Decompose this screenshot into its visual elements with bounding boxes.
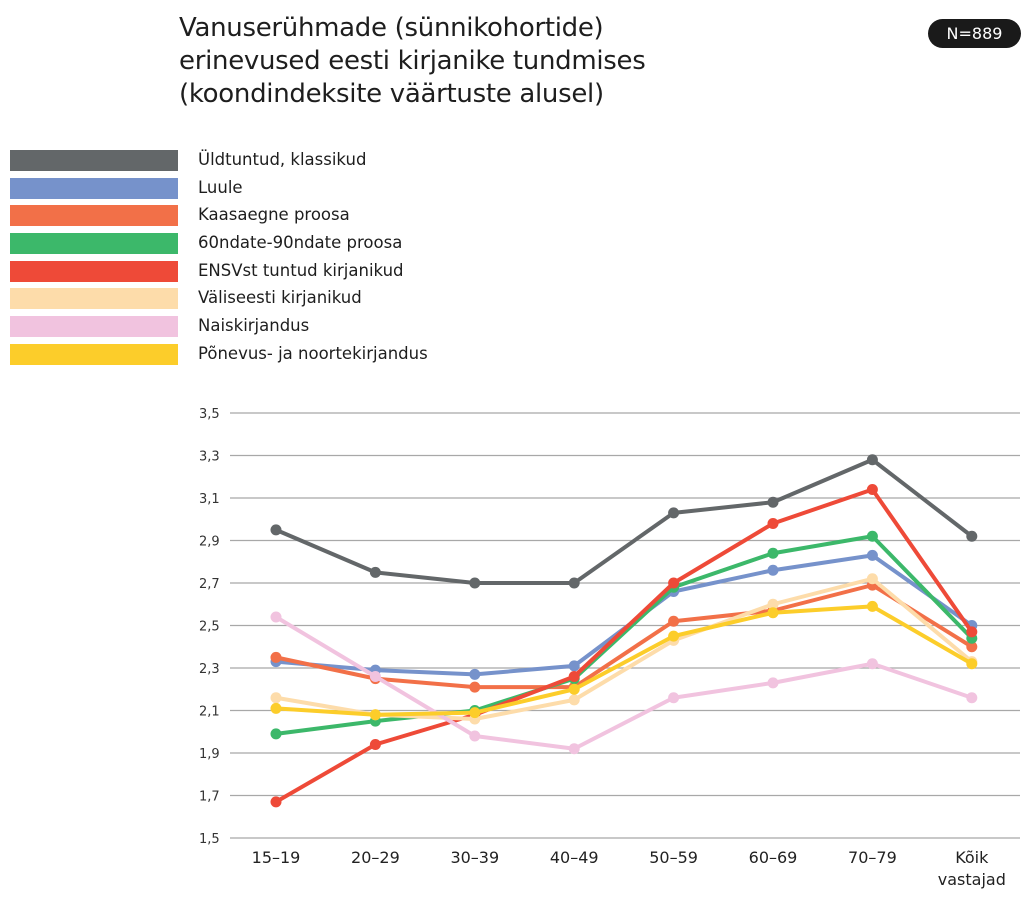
data-point	[866, 530, 878, 542]
data-point	[270, 702, 282, 714]
data-point	[270, 524, 282, 536]
legend-label: Kaasaegne proosa	[198, 205, 350, 225]
data-point	[369, 709, 381, 721]
series-line	[275, 534, 974, 736]
data-point	[568, 743, 580, 755]
y-tick-label: 2,3	[199, 662, 220, 677]
x-tick-label: 15–19	[252, 848, 301, 867]
x-tick-label: Kõik	[955, 848, 989, 867]
y-tick-label: 3,1	[199, 492, 220, 507]
data-point	[966, 658, 978, 670]
data-point	[270, 728, 282, 740]
data-point	[866, 600, 878, 612]
data-point	[866, 549, 878, 561]
legend-label: Väliseesti kirjanikud	[198, 288, 362, 308]
data-point	[767, 496, 779, 508]
data-point	[767, 547, 779, 559]
x-tick-label: 30–39	[450, 848, 499, 867]
data-point	[866, 454, 878, 466]
legend-label: ENSVst tuntud kirjanikud	[198, 260, 404, 280]
data-point	[568, 694, 580, 706]
data-point	[866, 573, 878, 585]
data-point	[966, 692, 978, 704]
data-point	[369, 566, 381, 578]
legend-swatch	[10, 288, 178, 310]
legend-swatch	[10, 260, 178, 282]
data-point	[369, 671, 381, 682]
data-point	[668, 615, 680, 627]
series-line	[275, 583, 973, 690]
data-point	[469, 577, 481, 589]
x-tick-label: 60–69	[749, 848, 798, 867]
legend-label: Põnevus- ja noortekirjandus	[198, 343, 428, 363]
data-point	[369, 739, 381, 750]
data-point	[568, 683, 580, 695]
data-point	[767, 518, 779, 529]
data-point	[668, 577, 680, 589]
data-point	[469, 707, 481, 719]
data-point	[469, 730, 481, 742]
data-point	[270, 611, 282, 623]
series-line	[275, 576, 974, 721]
series-line	[275, 457, 974, 585]
legend-swatch	[10, 205, 178, 227]
y-tick-label: 1,7	[199, 790, 220, 805]
data-point	[270, 651, 282, 663]
legend-swatch	[10, 233, 178, 255]
data-point	[568, 671, 580, 682]
x-tick-label: 70–79	[848, 848, 897, 867]
data-point	[469, 681, 481, 693]
data-point	[469, 668, 481, 680]
legend-label: Üldtuntud, klassikud	[198, 150, 367, 169]
title-line: (koondindeksite väärtuste alusel)	[179, 79, 604, 109]
data-point	[668, 692, 680, 704]
data-point	[866, 484, 878, 495]
y-tick-label: 1,9	[199, 747, 220, 762]
legend-swatch	[10, 150, 178, 171]
data-point	[866, 658, 878, 670]
data-point	[966, 626, 978, 638]
data-point	[767, 598, 779, 610]
series-line	[274, 615, 973, 751]
data-point	[270, 796, 282, 808]
title-line: erinevused eesti kirjanike tundmises	[179, 46, 646, 76]
x-tick-label: vastajad	[938, 870, 1006, 889]
series-line	[275, 604, 973, 717]
x-tick-label: 20–29	[351, 848, 400, 867]
y-tick-label: 3,3	[199, 450, 220, 465]
data-point	[966, 530, 978, 542]
data-point	[966, 641, 978, 653]
data-point	[668, 507, 680, 519]
legend-swatch	[10, 343, 178, 365]
x-tick-label: 50–59	[649, 848, 698, 867]
x-tick-label: 40–49	[550, 848, 599, 867]
title-line: Vanuserühmade (sünnikohortide)	[179, 13, 604, 43]
sample-size-badge: N=889	[928, 19, 1021, 48]
legend-swatch	[10, 316, 178, 338]
chart-title: Vanuserühmade (sünnikohortide) erinevuse…	[179, 12, 646, 111]
y-tick-label: 2,7	[199, 577, 220, 592]
legend-swatch	[10, 177, 178, 199]
data-point	[767, 677, 779, 689]
legend-label: Luule	[198, 177, 243, 197]
y-tick-label: 2,1	[199, 705, 220, 720]
data-point	[767, 564, 779, 576]
data-point	[568, 660, 580, 672]
y-tick-label: 3,5	[199, 407, 220, 422]
legend-label: Naiskirjandus	[198, 316, 310, 336]
y-tick-label: 2,5	[199, 620, 220, 635]
data-point	[668, 630, 680, 642]
y-tick-label: 2,9	[199, 535, 220, 550]
series-line	[275, 487, 974, 804]
data-point	[568, 577, 580, 589]
data-point	[270, 692, 282, 704]
legend-label: 60ndate-90ndate proosa	[198, 233, 403, 253]
y-tick-label: 1,5	[199, 832, 220, 847]
data-point	[767, 607, 779, 619]
